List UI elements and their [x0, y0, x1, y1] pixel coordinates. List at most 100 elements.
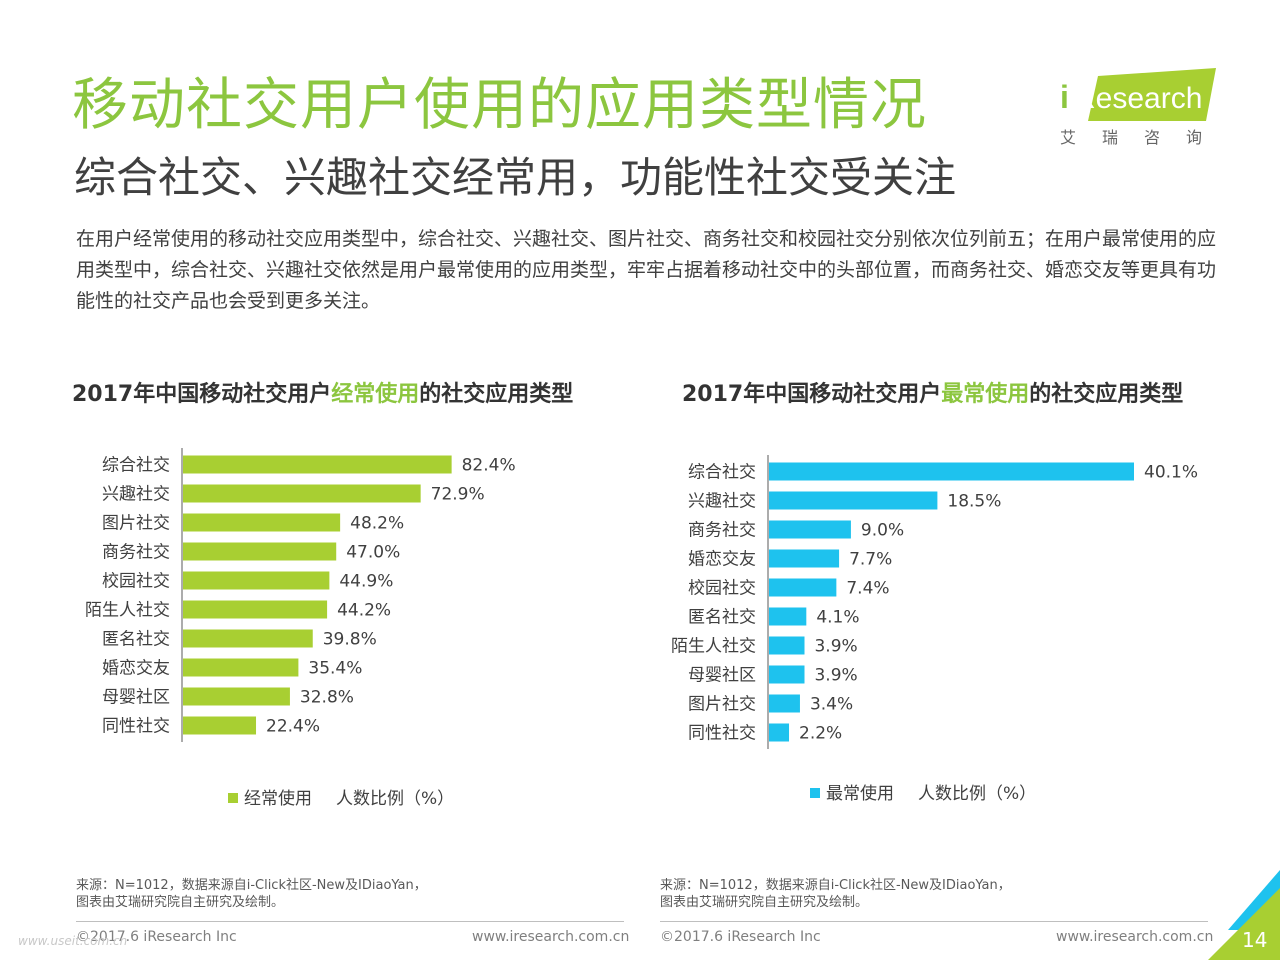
left-legend-series: 经常使用 — [244, 789, 312, 809]
left-bar — [183, 455, 452, 474]
right-category-label: 陌生人社交 — [671, 637, 756, 657]
right-category-label: 婚恋交友 — [688, 549, 756, 570]
left-category-label: 综合社交 — [102, 456, 170, 476]
left-category-label: 母婴社区 — [102, 688, 170, 708]
right-value-label: 2.2% — [799, 724, 842, 744]
left-bar — [183, 571, 330, 590]
right-category-label: 图片社交 — [688, 695, 756, 715]
right-title-part-3: 的社交应用类型 — [1029, 382, 1184, 407]
right-bar — [769, 723, 790, 742]
right-title-part-1: 2017年中国移动社交用户 — [682, 382, 942, 407]
left-chart-title: 2017年中国移动社交用户经常使用的社交应用类型 — [72, 376, 573, 408]
right-legend-swatch — [810, 788, 820, 798]
right-value-label: 3.9% — [814, 666, 857, 686]
right-value-label: 18.5% — [947, 492, 1001, 512]
right-copyright: ©2017.6 iResearch Inc — [660, 929, 821, 945]
left-category-label: 匿名社交 — [102, 630, 170, 650]
left-bar — [183, 484, 421, 503]
left-category-label: 图片社交 — [102, 514, 170, 534]
left-copyright: ©2017.6 iResearch Inc — [76, 929, 237, 945]
right-source-line-2: 图表由艾瑞研究院自主研究及绘制。 — [660, 895, 869, 910]
page-subtitle: 综合社交、兴趣社交经常用，功能性社交受关注 — [74, 153, 957, 202]
corner-green-shape — [1208, 888, 1280, 960]
right-value-label: 40.1% — [1144, 463, 1198, 483]
left-category-label: 商务社交 — [102, 543, 170, 563]
left-value-label: 72.9% — [431, 485, 485, 505]
page-corner-decoration — [1208, 870, 1280, 960]
description-text: 在用户经常使用的移动社交应用类型中，综合社交、兴趣社交、图片社交、商务社交和校园… — [76, 228, 1217, 312]
right-bar — [769, 462, 1134, 481]
right-title-highlight: 最常使用 — [941, 382, 1030, 407]
left-bar — [183, 716, 257, 735]
left-value-label: 44.9% — [339, 572, 393, 592]
right-bar — [769, 665, 805, 684]
right-legend-series: 最常使用 — [826, 784, 894, 804]
left-bar — [183, 658, 299, 677]
left-footer-divider — [76, 921, 624, 922]
right-category-label: 兴趣社交 — [688, 492, 756, 512]
iresearch-logo: i Research — [1060, 68, 1216, 121]
right-category-label: 商务社交 — [688, 521, 756, 541]
left-bar — [183, 600, 328, 619]
right-source-note: 来源：N=1012，数据来源自i-Click社区-New及IDiaoYan， 图… — [660, 877, 1220, 911]
page-title: 移动社交用户使用的应用类型情况 — [72, 73, 927, 138]
left-value-label: 32.8% — [300, 688, 354, 708]
left-bar — [183, 513, 341, 532]
left-legend-swatch — [228, 793, 238, 803]
right-category-label: 同性社交 — [688, 724, 756, 744]
right-bar — [769, 694, 800, 713]
right-source-line-1: 来源：N=1012，数据来源自i-Click社区-New及IDiaoYan， — [660, 878, 1011, 893]
right-chart-title: 2017年中国移动社交用户最常使用的社交应用类型 — [682, 376, 1183, 408]
right-bar — [769, 491, 938, 510]
left-bar — [183, 629, 313, 648]
left-value-label: 22.4% — [266, 717, 320, 737]
right-bar — [769, 520, 851, 539]
left-value-label: 47.0% — [346, 543, 400, 563]
left-value-label: 44.2% — [337, 601, 391, 621]
right-bar — [769, 607, 807, 626]
right-footer-divider — [660, 921, 1208, 922]
left-category-label: 陌生人社交 — [85, 601, 170, 621]
left-source-line-1: 来源：N=1012，数据来源自i-Click社区-New及IDiaoYan， — [76, 878, 427, 893]
left-legend: 经常使用 人数比例（%） — [228, 784, 454, 809]
right-value-label: 3.9% — [814, 637, 857, 657]
left-legend-unit: 人数比例（%） — [336, 789, 455, 809]
right-value-label: 9.0% — [861, 521, 904, 541]
right-category-label: 匿名社交 — [688, 608, 756, 628]
logo-chinese-name: 艾瑞咨询 — [1060, 128, 1229, 147]
left-value-label: 48.2% — [350, 514, 404, 534]
left-bar — [183, 542, 337, 561]
logo-i: i — [1060, 79, 1069, 115]
right-value-label: 7.7% — [849, 550, 892, 570]
right-value-label: 4.1% — [816, 608, 859, 628]
right-value-label: 3.4% — [810, 695, 853, 715]
right-website-link[interactable]: www.iresearch.com.cn — [1056, 929, 1214, 945]
left-category-label: 同性社交 — [102, 717, 170, 737]
left-value-label: 39.8% — [323, 630, 377, 650]
right-category-label: 校园社交 — [688, 579, 756, 599]
right-bar — [769, 578, 837, 597]
left-title-part-1: 2017年中国移动社交用户 — [72, 382, 332, 407]
right-bar — [769, 549, 840, 568]
logo-research: Research — [1074, 82, 1202, 115]
left-title-part-3: 的社交应用类型 — [419, 382, 574, 407]
left-website-link[interactable]: www.iresearch.com.cn — [472, 929, 630, 945]
left-category-label: 校园社交 — [102, 572, 170, 592]
page-number: 14 — [1242, 928, 1268, 952]
left-value-label: 82.4% — [462, 456, 516, 476]
right-value-label: 7.4% — [846, 579, 889, 599]
left-source-note: 来源：N=1012，数据来源自i-Click社区-New及IDiaoYan， 图… — [76, 877, 636, 911]
left-bar — [183, 687, 290, 706]
watermark-text: www.useit.com.cn — [18, 934, 128, 948]
left-source-line-2: 图表由艾瑞研究院自主研究及绘制。 — [76, 895, 285, 910]
right-bar — [769, 636, 805, 655]
left-category-label: 婚恋交友 — [102, 658, 170, 679]
left-category-label: 兴趣社交 — [102, 485, 170, 505]
right-legend-unit: 人数比例（%） — [918, 784, 1037, 804]
right-category-label: 综合社交 — [688, 463, 756, 483]
right-category-label: 母婴社区 — [688, 666, 756, 686]
right-legend: 最常使用 人数比例（%） — [810, 779, 1036, 804]
left-title-highlight: 经常使用 — [331, 382, 420, 407]
logo-banner — [1088, 68, 1216, 121]
